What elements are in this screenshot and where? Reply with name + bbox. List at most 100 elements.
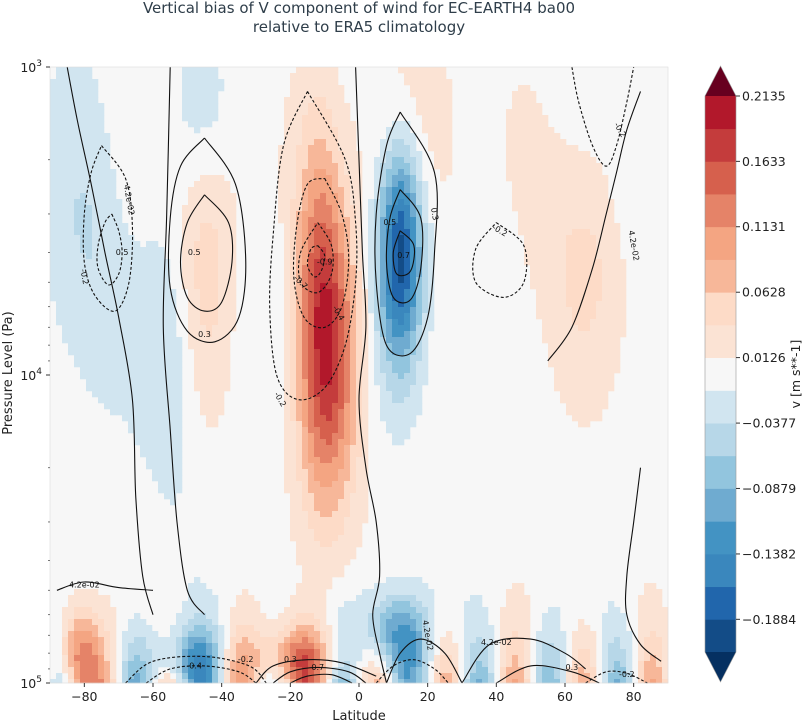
bias-cell (566, 307, 573, 314)
bias-cell (602, 613, 609, 620)
bias-cell (434, 103, 441, 110)
bias-cell (188, 115, 195, 122)
bias-cell (116, 403, 123, 410)
bias-cell (92, 271, 99, 278)
bias-cell (662, 655, 669, 662)
bias-cell (590, 661, 597, 668)
bias-cell (578, 235, 585, 242)
bias-cell (344, 223, 351, 230)
bias-cell (554, 241, 561, 248)
bias-cell (128, 391, 135, 398)
bias-cell (290, 205, 297, 212)
bias-cell (404, 247, 411, 254)
bias-cell (392, 181, 399, 188)
bias-cell (92, 223, 99, 230)
bias-cell (200, 409, 207, 416)
bias-cell (602, 259, 609, 266)
bias-cell (80, 649, 87, 656)
bias-cell (380, 175, 387, 182)
bias-cell (380, 247, 387, 254)
bias-cell (68, 289, 75, 296)
bias-cell (404, 391, 411, 398)
bias-cell (110, 283, 117, 290)
bias-cell (524, 223, 531, 230)
bias-cell (128, 679, 135, 684)
bias-cell (350, 229, 357, 236)
bias-cell (296, 541, 303, 548)
bias-cell (590, 331, 597, 338)
bias-cell (512, 655, 519, 662)
bias-cell (386, 649, 393, 656)
bias-cell (308, 493, 315, 500)
bias-cell (320, 127, 327, 134)
bias-cell (200, 319, 207, 326)
bias-cell (104, 217, 111, 224)
bias-cell (134, 421, 141, 428)
bias-cell (368, 607, 375, 614)
x-tick-label: 0 (355, 689, 363, 704)
bias-cell (344, 229, 351, 236)
bias-cell (302, 121, 309, 128)
bias-cell (356, 607, 363, 614)
bias-cell (296, 655, 303, 662)
bias-cell (386, 643, 393, 650)
bias-cell (602, 301, 609, 308)
bias-cell (356, 229, 363, 236)
bias-cell (80, 151, 87, 158)
bias-cell (398, 289, 405, 296)
bias-cell (80, 97, 87, 104)
bias-cell (362, 589, 369, 596)
bias-cell (146, 625, 153, 632)
bias-cell (566, 187, 573, 194)
bias-cell (566, 151, 573, 158)
bias-cell (308, 655, 315, 662)
bias-cell (206, 115, 213, 122)
bias-cell (566, 259, 573, 266)
bias-cell (170, 313, 177, 320)
bias-cell (326, 127, 333, 134)
bias-cell (290, 517, 297, 524)
contour-line (472, 222, 528, 298)
bias-cell (56, 73, 63, 80)
bias-cell (512, 649, 519, 656)
bias-cell (584, 409, 591, 416)
bias-cell (308, 121, 315, 128)
bias-cell (62, 223, 69, 230)
bias-cell (74, 613, 81, 620)
bias-cell (302, 469, 309, 476)
bias-cell (284, 301, 291, 308)
bias-cell (308, 607, 315, 614)
bias-cell (68, 235, 75, 242)
bias-cell (518, 655, 525, 662)
bias-cell (50, 241, 57, 248)
bias-cell (116, 241, 123, 248)
bias-cell (98, 397, 105, 404)
bias-cell (416, 313, 423, 320)
bias-cell (584, 319, 591, 326)
bias-cell (146, 391, 153, 398)
bias-cell (92, 589, 99, 596)
bias-cell (320, 619, 327, 626)
bias-cell (578, 355, 585, 362)
bias-cell (176, 445, 183, 452)
bias-cell (326, 295, 333, 302)
bias-cell (356, 433, 363, 440)
bias-cell (134, 415, 141, 422)
bias-cell (278, 631, 285, 638)
bias-cell (62, 649, 69, 656)
bias-cell (650, 607, 657, 614)
bias-cell (416, 631, 423, 638)
bias-cell (152, 397, 159, 404)
bias-cell (374, 271, 381, 278)
bias-cell (416, 679, 423, 684)
bias-cell (386, 127, 393, 134)
bias-cell (410, 631, 417, 638)
bias-cell (296, 283, 303, 290)
bias-cell (176, 361, 183, 368)
bias-cell (146, 325, 153, 332)
bias-cell (518, 637, 525, 644)
bias-cell (416, 229, 423, 236)
bias-cell (380, 373, 387, 380)
bias-cell (176, 613, 183, 620)
bias-cell (290, 283, 297, 290)
